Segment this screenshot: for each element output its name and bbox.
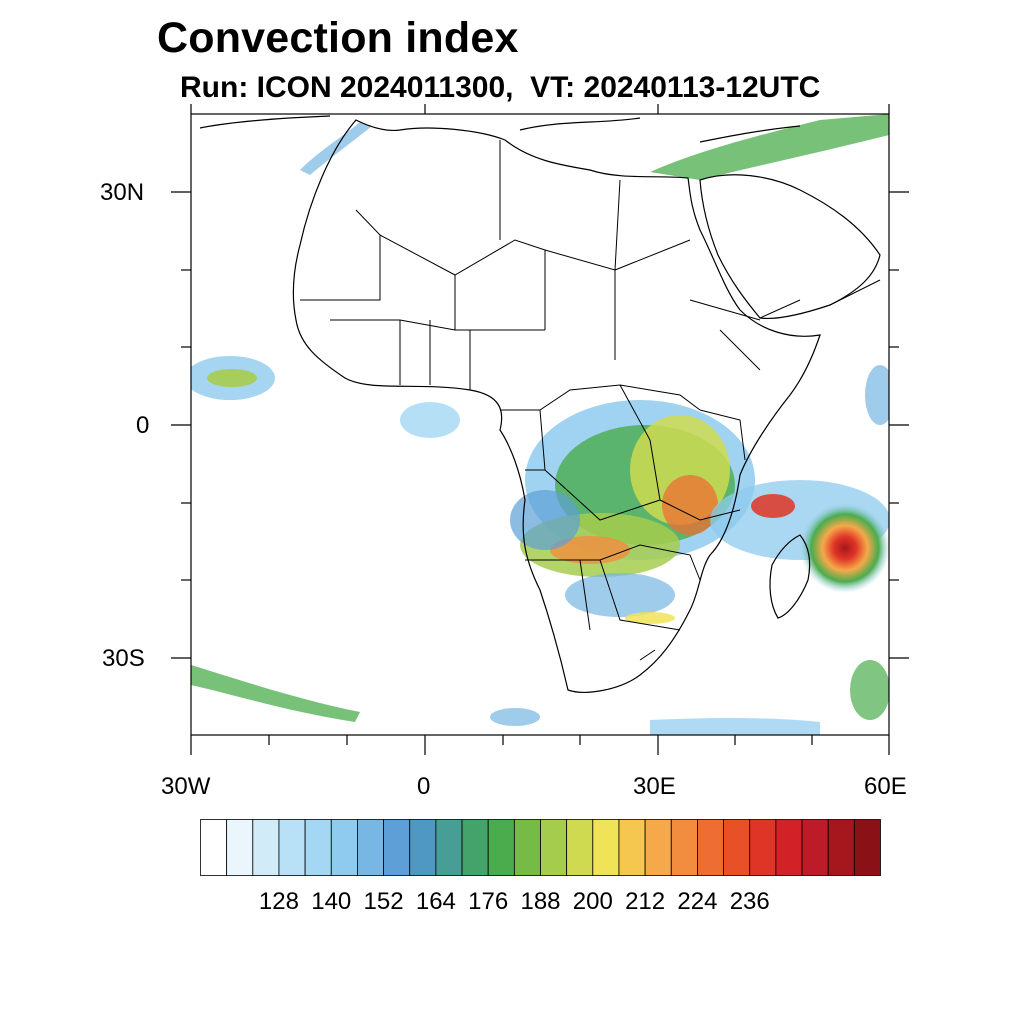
colorbar-swatch xyxy=(853,819,881,876)
colorbar-swatch xyxy=(801,819,829,876)
lat-label-30s: 30S xyxy=(102,645,145,672)
colorbar-label: 236 xyxy=(729,888,770,915)
colorbar-swatch xyxy=(513,819,541,876)
convection-area-indian-east xyxy=(865,365,889,425)
border-lines-south xyxy=(525,544,701,661)
colorbar-swatch xyxy=(644,819,672,876)
colorbar-label: 176 xyxy=(468,888,509,915)
colorbar-swatch xyxy=(827,819,855,876)
coastline-layer xyxy=(199,115,881,693)
lon-label-30w: 30W xyxy=(161,773,211,800)
convection-band-southwest xyxy=(191,665,360,722)
colorbar-label: 224 xyxy=(677,888,718,915)
colorbar-swatch xyxy=(252,819,280,876)
colorbar-swatch xyxy=(697,819,724,876)
colorbar-swatch xyxy=(435,819,463,876)
lon-label-0: 0 xyxy=(417,773,431,800)
convection-area-gulf-guinea xyxy=(400,402,460,438)
lat-label-0: 0 xyxy=(136,412,150,439)
border-lines-central xyxy=(500,384,741,521)
border-layer xyxy=(300,140,881,661)
convection-area-angola xyxy=(510,490,580,550)
convection-band-mideast xyxy=(650,114,889,180)
colorbar-swatch xyxy=(723,819,751,876)
convection-area-botswana xyxy=(565,573,675,617)
convection-band-southeast xyxy=(650,718,820,735)
colorbar-swatch xyxy=(670,819,698,876)
colorbar-swatch xyxy=(278,819,306,876)
border-lines-north xyxy=(300,140,691,360)
colorbar-swatch xyxy=(304,819,332,876)
map-frame xyxy=(190,113,890,736)
colorbar-label: 188 xyxy=(520,888,561,915)
madagascar-coastline xyxy=(769,534,811,619)
convection-cell-east xyxy=(751,494,795,518)
colorbar-label: 128 xyxy=(258,888,299,915)
arabia-coastline xyxy=(699,174,881,320)
border-lines-east xyxy=(689,279,881,461)
lat-label-30n: 30N xyxy=(100,179,145,206)
colorbar-swatch xyxy=(226,819,254,876)
lon-label-60e: 60E xyxy=(864,773,907,800)
lon-label-30e: 30E xyxy=(633,773,676,800)
colorbar xyxy=(200,819,881,876)
convection-area-atlantic-core xyxy=(207,369,257,387)
chart-title: Convection index xyxy=(157,14,519,62)
colorbar-swatch xyxy=(618,819,646,876)
convection-area-zambia-hot xyxy=(550,536,630,564)
convection-area-far-southeast xyxy=(850,660,889,720)
colorbar-swatch xyxy=(540,819,568,876)
colorbar-swatch xyxy=(487,819,515,876)
colorbar-swatch xyxy=(200,819,228,876)
colorbar-swatch xyxy=(383,819,411,876)
colorbar-swatch xyxy=(592,819,620,876)
europe-coastline xyxy=(199,115,801,143)
colorbar-swatch xyxy=(566,819,594,876)
colorbar-swatch xyxy=(749,819,777,876)
convection-field-layer xyxy=(191,114,889,735)
colorbar-swatch xyxy=(775,819,803,876)
convection-area-south-atlantic xyxy=(490,708,540,726)
colorbar-label: 200 xyxy=(572,888,613,915)
chart-subtitle: Run: ICON 2024011300, VT: 20240113-12UTC xyxy=(180,71,821,104)
convection-area-lakes-hot xyxy=(662,475,718,535)
colorbar-swatch xyxy=(461,819,489,876)
colorbar-swatch xyxy=(330,819,358,876)
map-canvas xyxy=(171,104,909,755)
colorbar-label: 212 xyxy=(625,888,666,915)
tropical-storm xyxy=(800,503,889,593)
colorbar-swatch xyxy=(357,819,384,876)
colorbar-swatch xyxy=(409,819,437,876)
axis-ticks xyxy=(171,104,909,755)
border-lines-west xyxy=(330,319,545,390)
colorbar-label: 152 xyxy=(363,888,404,915)
convection-area-south-africa xyxy=(625,612,675,624)
colorbar-label: 164 xyxy=(415,888,456,915)
africa-coastline xyxy=(292,119,821,693)
colorbar-label: 140 xyxy=(311,888,352,915)
